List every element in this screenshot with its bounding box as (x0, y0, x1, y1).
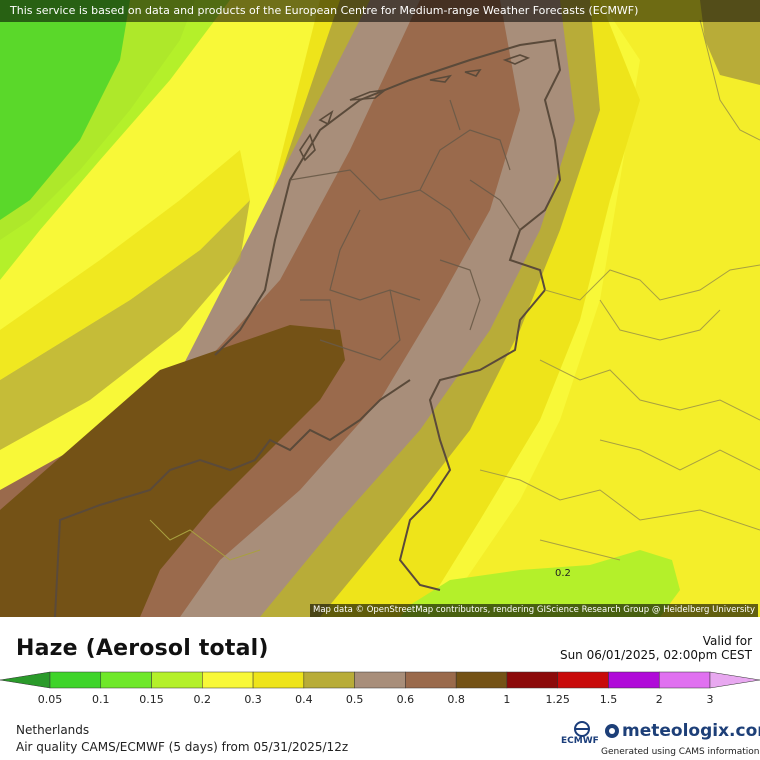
legend-swatch (151, 671, 203, 689)
meteologix-brand-link[interactable]: meteologix.com (622, 721, 760, 741)
legend-swatch (303, 671, 355, 689)
legend-tick-label: 0.4 (295, 693, 313, 706)
ecmwf-banner: This service is based on data and produc… (0, 0, 760, 22)
legend-swatch (506, 671, 558, 689)
legend-tick-label: 0.2 (194, 693, 212, 706)
model-info: Air quality CAMS/ECMWF (5 days) from 05/… (16, 740, 349, 754)
province-borders (289, 99, 521, 361)
ecmwf-logo-icon (574, 721, 590, 737)
legend-swatch (608, 671, 660, 689)
neighbor-borders (149, 19, 760, 561)
legend-swatch (202, 671, 254, 689)
field-olive-west (0, 200, 250, 450)
legend-swatch (455, 671, 508, 689)
legend-swatch (100, 671, 152, 689)
ecmwf-label: ECMWF (561, 736, 599, 746)
legend-tick-label: 1 (503, 693, 510, 706)
legend-swatch (405, 671, 457, 689)
legend-arrow-high (709, 671, 760, 689)
page-title: Haze (Aerosol total) (16, 636, 269, 661)
legend-swatch (354, 671, 406, 689)
color-scale-legend: 0.05 0.1 0.15 0.2 0.3 0.4 0.5 0.6 0.8 1 1.25 1.5 2 3 (0, 671, 760, 706)
map-attribution: Map data © OpenStreetMap contributors, r… (310, 604, 758, 617)
wadden-islands (299, 54, 531, 162)
field-yellow-east (440, 0, 760, 617)
weather-map[interactable] (0, 0, 760, 617)
legend-tick-label: 0.3 (244, 693, 262, 706)
legend-tick-label: 0.5 (346, 693, 364, 706)
legend-tick-label: 1.25 (545, 693, 570, 706)
legend-tick-label: 0.05 (38, 693, 63, 706)
legend-swatch (557, 671, 609, 689)
field-green-south (400, 550, 680, 617)
generated-note: Generated using CAMS information (601, 747, 760, 757)
legend-tick-label: 0.1 (92, 693, 110, 706)
field-dark-brown (0, 325, 345, 617)
valid-date: Sun 06/01/2025, 02:00pm CEST (559, 648, 752, 662)
haze-field-map (0, 0, 760, 617)
legend-tick-label: 0.8 (447, 693, 465, 706)
legend-tick-label: 2 (656, 693, 663, 706)
legend-tick-label: 3 (707, 693, 714, 706)
legend-tick-label: 0.6 (397, 693, 415, 706)
legend-swatch (49, 671, 102, 689)
legend-swatch (658, 671, 711, 689)
contour-label: 0.2 (555, 568, 571, 579)
field-yellow-dark-west (0, 150, 250, 380)
field-green-dark (0, 0, 130, 220)
legend-swatch (252, 671, 305, 689)
valid-label: Valid for (702, 634, 752, 648)
legend-tick-label: 0.15 (139, 693, 164, 706)
meteologix-drop-icon (605, 724, 619, 738)
legend-arrow-low (0, 671, 51, 689)
netherlands-border (54, 38, 562, 617)
region-name: Netherlands (16, 723, 90, 737)
legend-tick-label: 1.5 (600, 693, 618, 706)
